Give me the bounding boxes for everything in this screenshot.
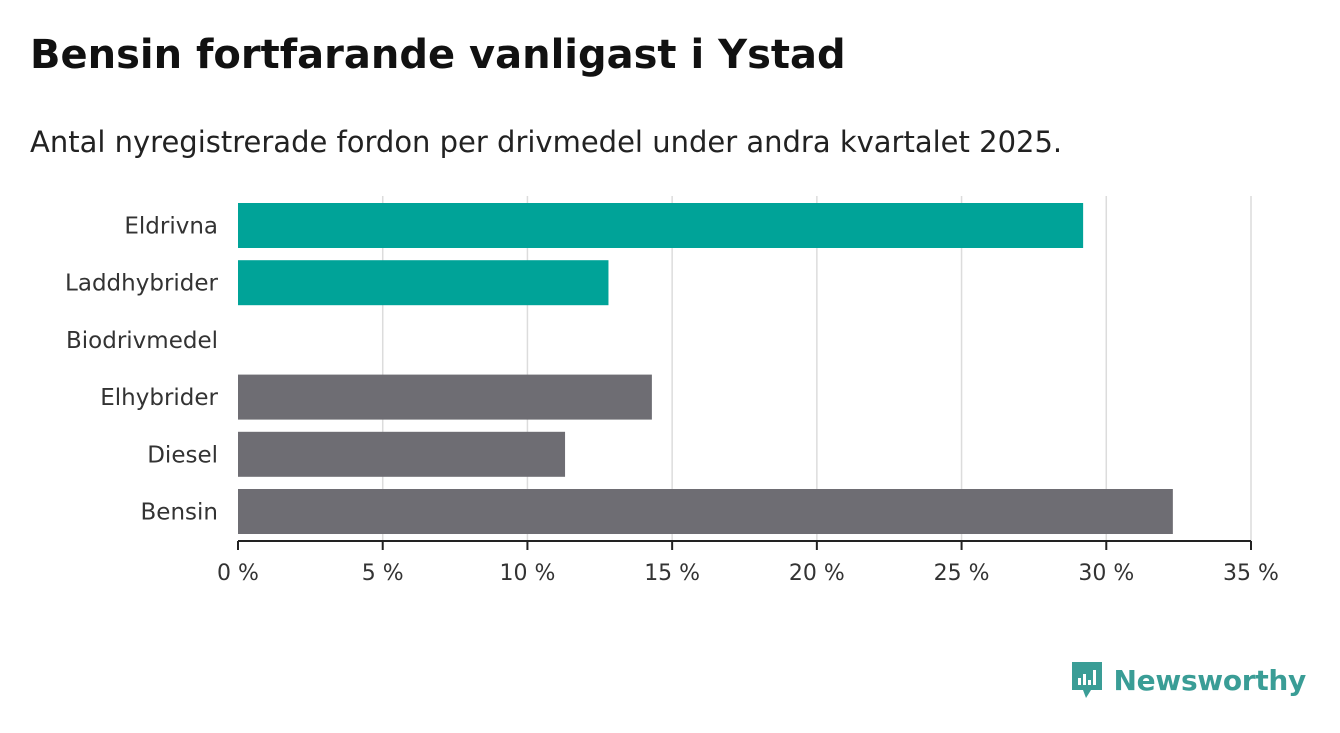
x-tick-label: 25 %	[934, 561, 990, 586]
x-tick-label: 35 %	[1223, 561, 1279, 586]
category-label: Elhybrider	[100, 385, 218, 411]
brand: Newsworthy	[1070, 660, 1306, 700]
bar	[238, 260, 609, 306]
x-tick-label: 10 %	[499, 561, 555, 586]
category-label: Laddhybrider	[65, 271, 218, 297]
x-tick-label: 30 %	[1078, 561, 1134, 586]
bar	[238, 374, 652, 420]
chart-subtitle: Antal nyregistrerade fordon per drivmede…	[30, 125, 1063, 159]
chart-title: Bensin fortfarande vanligast i Ystad	[30, 32, 846, 78]
category-label: Diesel	[147, 442, 218, 468]
x-tick-label: 0 %	[217, 561, 259, 586]
x-tick-label: 20 %	[789, 561, 845, 586]
category-label: Bensin	[141, 500, 218, 526]
bar	[238, 203, 1084, 248]
bar	[238, 489, 1173, 534]
category-label: Biodrivmedel	[66, 328, 218, 354]
newsworthy-logo-icon	[1071, 662, 1102, 698]
brand-name: Newsworthy	[1113, 663, 1307, 697]
x-tick-label: 5 %	[362, 561, 404, 586]
x-tick-label: 15 %	[644, 561, 700, 586]
bar	[238, 431, 566, 477]
category-label: Eldrivna	[124, 214, 218, 240]
